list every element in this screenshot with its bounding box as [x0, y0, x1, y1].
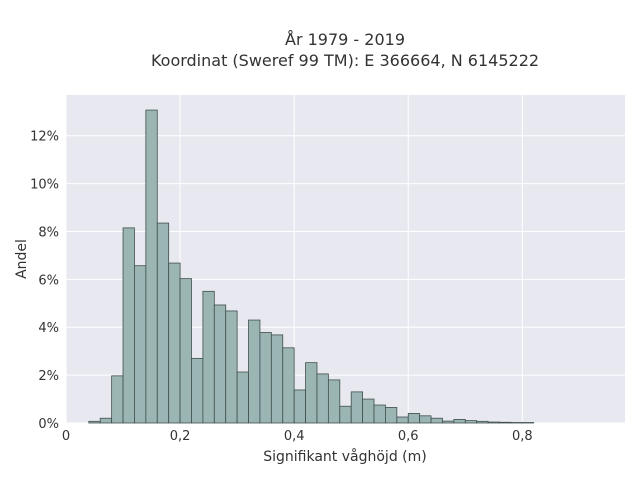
x-tick-label: 0 — [62, 429, 70, 444]
histogram-bar — [88, 420, 101, 424]
y-tick-label: 4% — [38, 321, 59, 336]
histogram-bar — [202, 290, 215, 424]
histogram-bar — [156, 222, 170, 424]
histogram-bar — [464, 420, 478, 424]
histogram-bar — [168, 262, 181, 424]
histogram-bar — [248, 319, 261, 424]
histogram-bar — [499, 421, 512, 424]
histogram-bar — [270, 334, 284, 424]
histogram-bar — [476, 420, 489, 424]
histogram-bar — [134, 265, 147, 424]
y-tick-label: 2% — [38, 369, 59, 384]
histogram-bar — [179, 278, 192, 424]
histogram-bar — [419, 415, 432, 424]
histogram-bar — [191, 357, 204, 424]
histogram-bar — [350, 391, 364, 424]
y-tick-label: 8% — [38, 225, 59, 240]
y-axis-title: Andel — [14, 239, 30, 279]
histogram-bar — [373, 404, 386, 424]
y-tick-label: 0% — [38, 417, 59, 432]
y-tick-label: 12% — [30, 130, 59, 145]
histogram-bar — [259, 332, 272, 424]
histogram-bar — [339, 405, 352, 424]
histogram-bar — [225, 310, 238, 424]
histogram-bar — [396, 416, 409, 424]
histogram-bar — [213, 304, 227, 424]
y-tick-label: 10% — [30, 178, 59, 193]
histogram-bar — [407, 413, 421, 424]
histogram-bar — [362, 398, 375, 424]
histogram-bar — [453, 419, 466, 424]
histogram-bar — [385, 407, 398, 424]
histogram-bar — [236, 371, 249, 424]
y-tick-label: 6% — [38, 273, 59, 288]
histogram-bar — [145, 109, 158, 424]
histogram-bar — [122, 227, 135, 424]
x-tick-label: 0,8 — [512, 429, 533, 444]
x-axis-title: Signifikant våghöjd (m) — [263, 448, 426, 465]
bars — [88, 109, 535, 424]
histogram-bar — [430, 417, 443, 424]
histogram-bar — [316, 373, 329, 424]
x-tick-label: 0,2 — [170, 429, 191, 444]
histogram-bar — [282, 347, 295, 424]
chart-title-line-2: Koordinat (Sweref 99 TM): E 366664, N 61… — [151, 51, 539, 70]
histogram-bar — [327, 379, 341, 424]
x-tick-label: 0,4 — [284, 429, 305, 444]
x-tick-label: 0,6 — [398, 429, 419, 444]
chart-title-line-1: År 1979 - 2019 — [285, 30, 405, 49]
tick-labels: 0 0,2 0,4 0,6 0,8 0% 2% 4% 6% 8% 10% 12% — [30, 130, 533, 444]
histogram-bar — [111, 375, 124, 424]
histogram-bar — [442, 420, 455, 424]
histogram-bar — [487, 421, 500, 424]
histogram-bar — [305, 362, 318, 424]
histogram-bar — [99, 417, 113, 424]
histogram-bar — [293, 389, 306, 424]
